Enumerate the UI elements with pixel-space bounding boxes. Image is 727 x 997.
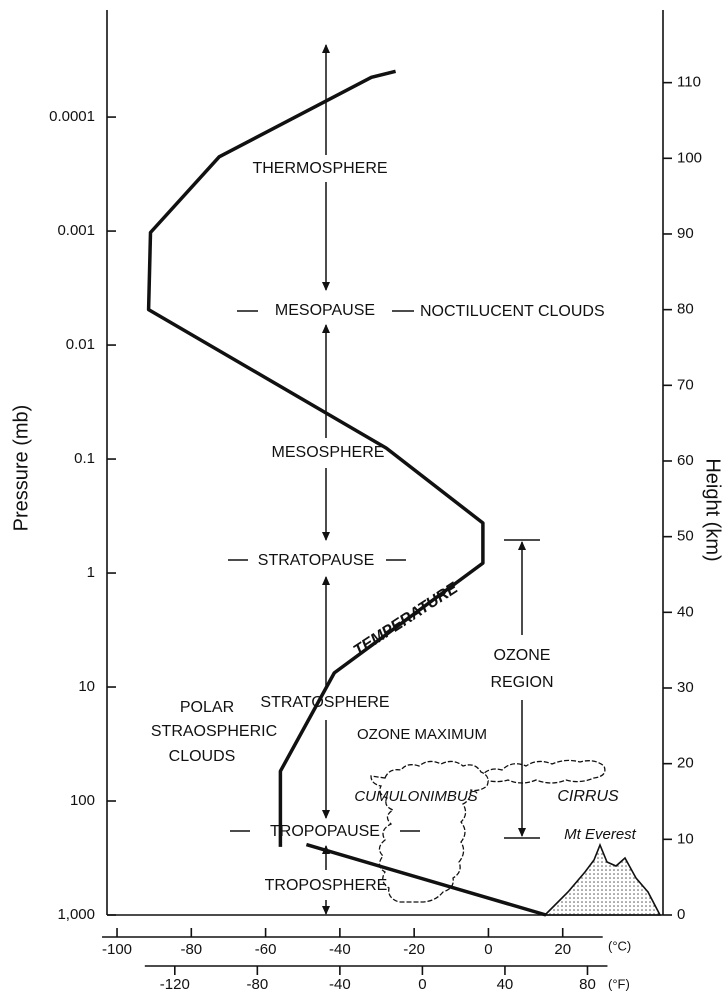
x-tick-label: 0 xyxy=(484,941,492,958)
y-tick-label: 20 xyxy=(677,755,694,772)
cirrus-cloud xyxy=(479,759,606,784)
x-tick-label: -20 xyxy=(403,941,425,958)
annotation: STRATOPAUSE xyxy=(258,552,374,569)
annotation: TROPOPAUSE xyxy=(270,823,380,840)
y2-axis-title: Pressure (mb) xyxy=(10,405,32,532)
x2-unit: (°F) xyxy=(608,976,630,991)
annotation: MESOSPHERE xyxy=(272,444,385,461)
y-tick-label: 10 xyxy=(677,830,694,847)
x2-tick-label: -120 xyxy=(160,976,190,993)
y2-tick-label: 10 xyxy=(78,678,95,695)
annotation: Mt Everest xyxy=(564,826,637,843)
annotation: OZONE xyxy=(494,647,551,664)
x-tick-label: -60 xyxy=(255,941,277,958)
annotation: REGION xyxy=(490,674,553,691)
y2-tick-label: 1 xyxy=(87,564,95,581)
annotation: TROPOSPHERE xyxy=(265,877,388,894)
x-tick-label: -40 xyxy=(329,941,351,958)
y-tick-label: 0 xyxy=(677,906,685,923)
y2-tick-label: 1,000 xyxy=(57,906,95,923)
x-tick-label: -100 xyxy=(102,941,132,958)
cumulonimbus-cloud xyxy=(370,760,489,903)
temperature-line xyxy=(146,69,547,917)
y-tick-label: 90 xyxy=(677,225,694,242)
x2-tick-label: 80 xyxy=(579,976,596,993)
y-tick-label: 80 xyxy=(677,301,694,318)
x-unit: (°C) xyxy=(608,938,631,953)
y2-tick-label: 0.1 xyxy=(74,450,95,467)
y2-tick-label: 100 xyxy=(70,792,95,809)
annotation: STRAOSPHERIC xyxy=(151,723,277,740)
y-tick-label: 40 xyxy=(677,603,694,620)
annotation: CUMULONIMBUS xyxy=(354,788,477,805)
annotation: STRATOSPHERE xyxy=(260,694,389,711)
x-tick-label: 20 xyxy=(554,941,571,958)
annotation: CIRRUS xyxy=(557,788,619,805)
layer-arrows xyxy=(228,44,540,915)
x2-tick-label: -40 xyxy=(329,976,351,993)
y-axis-title: Height (km) xyxy=(702,458,724,561)
y-tick-label: 50 xyxy=(677,528,694,545)
y2-tick-label: 0.001 xyxy=(57,222,95,239)
y2-tick-label: 0.0001 xyxy=(49,108,95,125)
y-tick-label: 60 xyxy=(677,452,694,469)
y-tick-label: 30 xyxy=(677,679,694,696)
y-tick-label: 110 xyxy=(677,74,701,91)
annotation: NOCTILUCENT CLOUDS xyxy=(420,303,605,320)
annotation: THERMOSPHERE xyxy=(252,160,387,177)
annotation: POLAR xyxy=(180,699,234,716)
x2-tick-label: 40 xyxy=(497,976,514,993)
x2-tick-label: -80 xyxy=(246,976,268,993)
annotation: CLOUDS xyxy=(169,748,236,765)
x2-tick-label: 0 xyxy=(418,976,426,993)
y-tick-label: 70 xyxy=(677,376,694,393)
x-tick-label: -80 xyxy=(180,941,202,958)
mountain xyxy=(543,842,662,916)
y-tick-label: 100 xyxy=(677,149,702,166)
y2-tick-label: 0.01 xyxy=(66,336,95,353)
annotation: OZONE MAXIMUM xyxy=(357,726,487,743)
annotation: MESOPAUSE xyxy=(275,302,375,319)
